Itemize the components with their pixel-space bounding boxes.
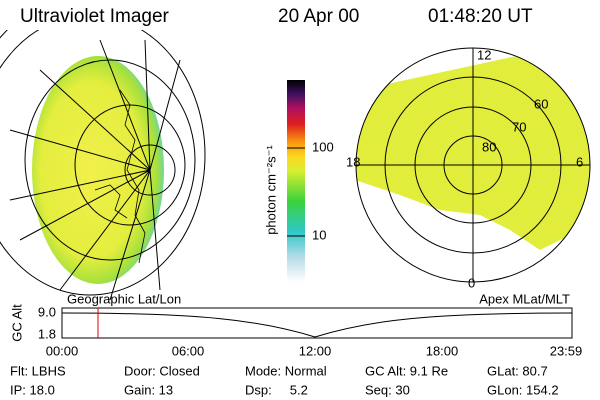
status-field: Mode: Normal bbox=[245, 363, 327, 378]
plot-right-label: Apex MLat/MLT bbox=[479, 291, 570, 306]
plot-x-tick: 12:00 bbox=[299, 343, 332, 358]
polar-label: 60 bbox=[534, 96, 548, 111]
polar-label: 18 bbox=[346, 154, 360, 169]
plot-x-tick: 00:00 bbox=[46, 343, 79, 358]
polar-label: 80 bbox=[482, 139, 496, 154]
colorbar-tick-label: 10 bbox=[312, 227, 326, 242]
status-field: IP: 18.0 bbox=[10, 382, 55, 397]
altitude-curve bbox=[61, 312, 573, 338]
polar-label: 12 bbox=[477, 47, 491, 62]
status-field: Dsp: 5.2 bbox=[245, 382, 308, 397]
plot-left-label: Geographic Lat/Lon bbox=[67, 291, 181, 306]
status-panel: Flt: LBHS Door: Closed Mode: Normal GC Alt:… bbox=[10, 363, 559, 397]
polar-label: 0 bbox=[468, 275, 475, 290]
status-field: GLat: 80.7 bbox=[487, 363, 548, 378]
time: 01:48:20 UT bbox=[428, 6, 533, 27]
polar-label: 6 bbox=[576, 154, 583, 169]
colorbar bbox=[287, 80, 305, 282]
geographic-image bbox=[0, 30, 206, 300]
status-field: Flt: LBHS bbox=[10, 363, 66, 378]
plot-x-tick: 06:00 bbox=[172, 343, 205, 358]
status-field: GC Alt: 9.1 Re bbox=[365, 363, 448, 378]
plot-x-tick: 18:00 bbox=[426, 343, 459, 358]
plot-y-tick: 9.0 bbox=[38, 304, 56, 319]
plot-y-tick: 1.8 bbox=[38, 326, 56, 341]
status-field: GLon: 154.2 bbox=[487, 382, 559, 397]
colorbar-label: photon cm⁻²s⁻¹ bbox=[263, 145, 278, 235]
polar-image bbox=[355, 47, 591, 283]
status-field: Door: Closed bbox=[124, 363, 200, 378]
title: Ultraviolet Imager bbox=[20, 6, 170, 27]
date: 20 Apr 00 bbox=[278, 6, 359, 27]
polar-label: 70 bbox=[512, 119, 526, 134]
plot-frame bbox=[61, 307, 573, 339]
plot-y-label: GC Alt bbox=[9, 304, 24, 342]
status-field: Seq: 30 bbox=[365, 382, 410, 397]
plot-x-tick: 23:59 bbox=[550, 343, 583, 358]
status-field: Gain: 13 bbox=[124, 382, 173, 397]
colorbar-tick-label: 100 bbox=[312, 139, 334, 154]
